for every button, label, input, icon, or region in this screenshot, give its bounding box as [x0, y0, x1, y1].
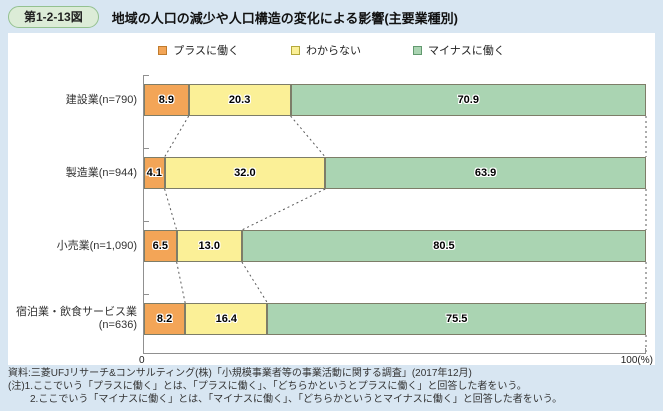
figure-header: 第1-2-13図 地域の人口の減少や人口構造の変化による影響(主要業種別): [8, 6, 458, 28]
segment-connector-lines: [164, 115, 647, 353]
legend-label: プラスに働く: [173, 45, 239, 57]
bar-segment: 8.2: [144, 303, 186, 335]
bar-segment: 16.4: [185, 303, 268, 335]
bar-segment-value: 70.9: [457, 94, 479, 106]
legend-label: わからない: [306, 45, 361, 57]
x-axis-min-label: 0: [139, 355, 145, 366]
bar-segment: 75.5: [267, 303, 646, 335]
legend-swatch-icon: [291, 45, 300, 55]
legend-swatch-icon: [158, 45, 168, 55]
y-axis-tick: [144, 75, 149, 76]
bar-segment: 13.0: [176, 230, 242, 262]
legend-swatch-icon: [413, 45, 422, 55]
bar-segment-value: 4.1: [146, 167, 162, 179]
footer-notes: 資料:三菱UFJリサーチ&コンサルティング(株)「小規模事業者等の事業活動に関す…: [8, 367, 658, 406]
category-label: 小売業(n=1,090): [56, 239, 137, 252]
bar-segment-value: 13.0: [198, 240, 220, 252]
chart-panel: プラスに働く わからない マイナスに働く 建設業(n=790) 製造業(n=944) 小…: [8, 33, 655, 366]
bar-segment: 6.5: [144, 230, 177, 262]
bar-segment-value: 75.5: [446, 313, 468, 325]
figure-title: 地域の人口の減少や人口構造の変化による影響(主要業種別): [111, 10, 458, 26]
bar-segment-value: 80.5: [433, 240, 455, 252]
category-label: 宿泊業・飲食サービス業 (n=636): [16, 306, 137, 331]
bar-segment-value: 20.3: [228, 94, 251, 106]
bar-segment-value: 63.9: [474, 167, 497, 179]
y-axis-tick: [144, 294, 149, 295]
bar-segment: 4.1: [144, 157, 165, 189]
bar-segment: 8.9: [144, 84, 189, 116]
source-line: 資料:三菱UFJリサーチ&コンサルティング(株)「小規模事業者等の事業活動に関す…: [8, 368, 472, 379]
y-axis-tick: [144, 148, 149, 149]
legend-item: プラスに働く: [158, 42, 239, 58]
bar-segment: 63.9: [325, 157, 646, 189]
y-axis-tick: [144, 221, 149, 222]
bar-segment: 80.5: [241, 230, 646, 262]
legend: プラスに働く わからない マイナスに働く: [8, 42, 655, 58]
bar-segment: 70.9: [290, 84, 646, 116]
category-label: 製造業(n=944): [65, 166, 137, 179]
legend-label: マイナスに働く: [428, 45, 505, 57]
bar-segment-value: 8.2: [156, 313, 173, 325]
x-axis-end-tick: [645, 348, 646, 353]
bar-segment-value: 6.5: [152, 240, 168, 252]
bar-segment-value: 16.4: [215, 313, 238, 325]
bar-segment: 32.0: [164, 157, 326, 189]
x-axis-max-label: 100(%): [620, 355, 653, 366]
category-label: 建設業(n=790): [65, 93, 137, 106]
stacked-bar-chart: 建設業(n=790) 製造業(n=944) 小売業(n=1,090) 宿泊業・飲食サー…: [8, 75, 647, 354]
plot-area: 8.9 20.3 70.9 4.1 32.0 63.9 6.5 13.0 80.5 8.2 16.4…: [143, 75, 647, 354]
note-line-1: (注)1.ここでいう「プラスに働く」とは、「プラスに働く」、「どちらかというとプ…: [8, 381, 527, 392]
legend-item: わからない: [291, 42, 361, 58]
category-label-column: 建設業(n=790) 製造業(n=944) 小売業(n=1,090) 宿泊業・飲食サー…: [8, 75, 137, 353]
bar-segment-value: 32.0: [234, 167, 256, 179]
bar-segment: 20.3: [188, 84, 291, 116]
note-line-2: 2.ここでいう「マイナスに働く」とは、「マイナスに働く」、「どちらかというとマイ…: [30, 394, 563, 405]
figure-number-badge: 第1-2-13図: [8, 6, 99, 28]
bar-segment-value: 8.9: [158, 94, 174, 106]
legend-item: マイナスに働く: [413, 42, 505, 58]
